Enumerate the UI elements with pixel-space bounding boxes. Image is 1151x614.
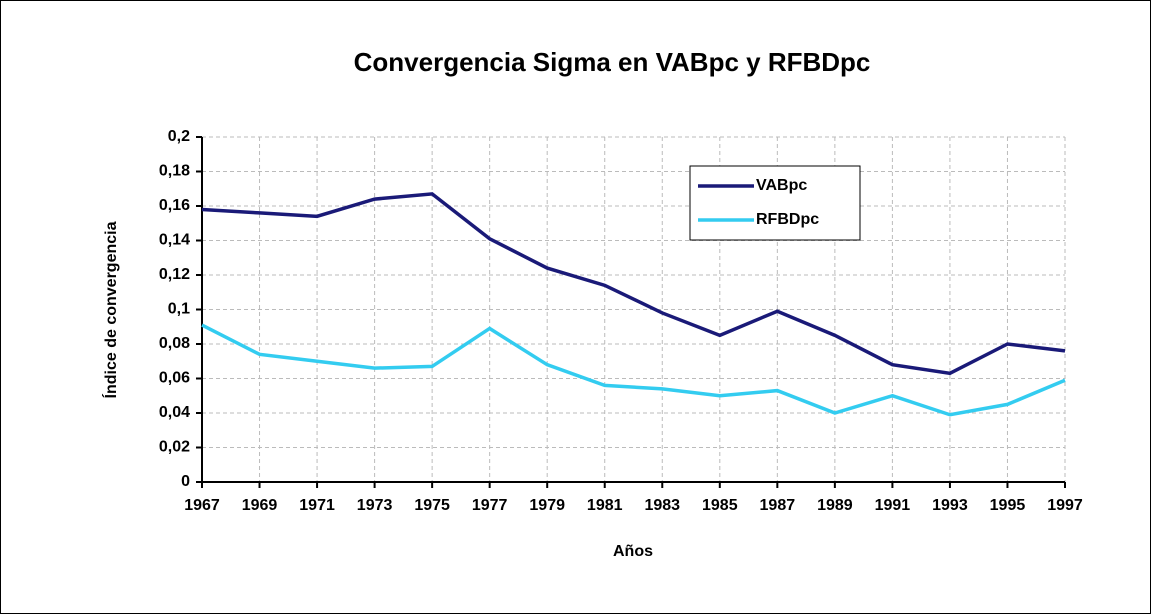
y-tick-label: 0,02 — [159, 439, 190, 456]
y-tick-label: 0,18 — [159, 163, 190, 180]
x-tick-label: 1997 — [1047, 497, 1083, 514]
x-tick-label: 1981 — [587, 497, 623, 514]
x-tick-label: 1967 — [184, 497, 220, 514]
y-tick-label: 0,14 — [159, 232, 190, 249]
x-tick-label: 1973 — [357, 497, 393, 514]
legend-label: VABpc — [756, 177, 807, 194]
x-tick-label: 1993 — [932, 497, 968, 514]
y-axis-label: Índice de convergencia — [101, 221, 120, 398]
x-tick-label: 1971 — [299, 497, 335, 514]
x-tick-label: 1979 — [529, 497, 565, 514]
x-tick-label: 1995 — [990, 497, 1026, 514]
y-tick-label: 0,1 — [168, 301, 190, 318]
x-tick-label: 1977 — [472, 497, 508, 514]
y-tick-label: 0,08 — [159, 335, 190, 352]
x-axis-label: Años — [613, 543, 653, 560]
x-tick-label: 1991 — [875, 497, 911, 514]
x-tick-label: 1989 — [817, 497, 853, 514]
y-tick-label: 0,06 — [159, 370, 190, 387]
y-tick-label: 0 — [181, 473, 190, 490]
legend-label: RFBDpc — [756, 211, 819, 228]
x-tick-label: 1975 — [414, 497, 450, 514]
legend — [689, 165, 861, 241]
line-series — [201, 192, 1066, 376]
x-tick-label: 1987 — [760, 497, 796, 514]
x-tick-label: 1969 — [242, 497, 278, 514]
y-tick-label: 0,16 — [159, 197, 190, 214]
x-tick-label: 1985 — [702, 497, 738, 514]
y-tick-label: 0,2 — [168, 128, 190, 145]
chart-title: Convergencia Sigma en VABpc y RFBDpc — [354, 47, 871, 77]
line-series — [201, 323, 1066, 417]
y-tick-label: 0,04 — [159, 404, 190, 421]
y-tick-label: 0,12 — [159, 266, 190, 283]
x-tick-label: 1983 — [644, 497, 680, 514]
